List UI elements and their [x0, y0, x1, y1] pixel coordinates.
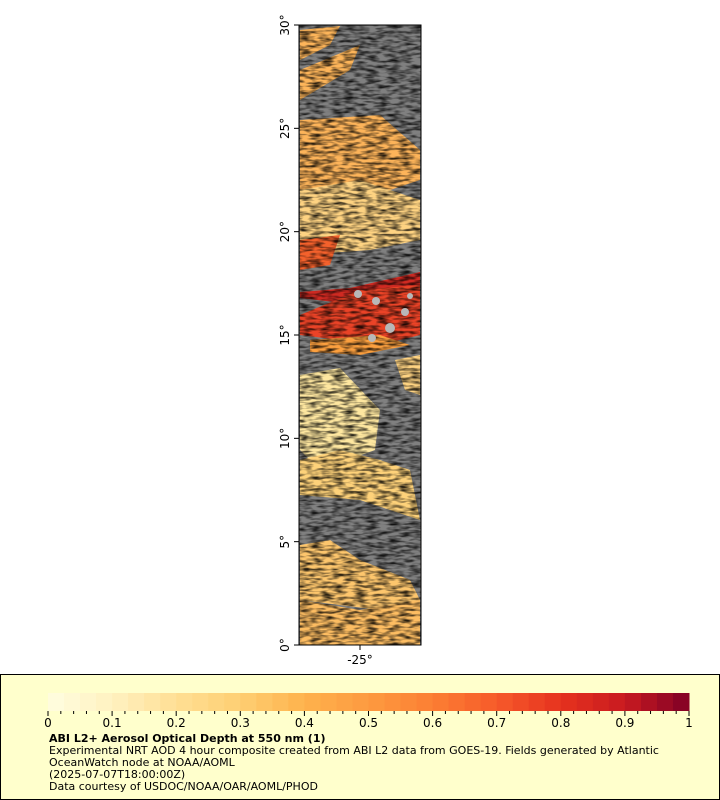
colorbar-cell [592, 693, 610, 711]
colorbar-cell [384, 693, 402, 711]
colorbar-cell [336, 693, 353, 711]
longitude-axis: -25° [347, 645, 373, 667]
colorbar-tick-label: 1 [685, 716, 693, 730]
legend-panel: 0 0.1 0.2 0.3 0.4 0.5 0.6 0.7 0.8 0.9 1 ABI L2+ Ae… [0, 674, 720, 800]
colorbar-cell [464, 693, 482, 711]
colorbar-cell [576, 693, 594, 711]
lat-tick-label: 20° [278, 221, 292, 242]
colorbar-cell [560, 693, 578, 711]
colorbar-cell [304, 693, 321, 711]
colorbar-tick-label: 0.6 [423, 716, 442, 730]
colorbar: 0 0.1 0.2 0.3 0.4 0.5 0.6 0.7 0.8 0.9 1 [44, 693, 693, 730]
lat-tick-label: 10° [278, 428, 292, 449]
colorbar-cell [48, 693, 65, 711]
colorbar-cell [496, 693, 514, 711]
colorbar-cell [480, 693, 498, 711]
lat-tick-label: 25° [278, 118, 292, 139]
colorbar-cell [368, 693, 386, 711]
colorbar-cell [624, 693, 642, 711]
colorbar-cell [256, 693, 273, 711]
colorbar-cell [288, 693, 305, 711]
colorbar-cell [528, 693, 546, 711]
lon-tick-label: -25° [347, 653, 373, 667]
colorbar-cell [80, 693, 97, 711]
colorbar-cell [416, 693, 434, 711]
colorbar-cell [448, 693, 466, 711]
colorbar-cell [640, 693, 658, 711]
colorbar-cell [432, 693, 450, 711]
colorbar-tick-label: 0.5 [359, 716, 378, 730]
colorbar-tick-label: 0.9 [615, 716, 634, 730]
colorbar-tick-label: 0.3 [231, 716, 250, 730]
caption-description: Experimental NRT AOD 4 hour composite cr… [49, 744, 659, 769]
colorbar-cell [112, 693, 129, 711]
colorbar-cell [544, 693, 562, 711]
map-plot-area [299, 25, 421, 645]
colorbar-cell [672, 693, 690, 711]
latitude-axis: 0° 5° 10° 15° 20° 25° 30° [278, 14, 299, 652]
cloud-patches [354, 290, 413, 342]
caption: ABI L2+ Aerosol Optical Depth at 550 nm … [49, 733, 699, 793]
colorbar-cell [160, 693, 177, 711]
colorbar-tick-label: 0.1 [103, 716, 122, 730]
colorbar-cell [128, 693, 145, 711]
colorbar-cell [352, 693, 369, 711]
colorbar-cells [48, 693, 690, 711]
lat-tick-label: 0° [278, 638, 292, 652]
colorbar-tick-label: 0.8 [551, 716, 570, 730]
colorbar-cell [176, 693, 193, 711]
colorbar-cell [208, 693, 225, 711]
colorbar-cell [144, 693, 161, 711]
lat-tick-label: 30° [278, 14, 292, 35]
colorbar-cell [320, 693, 337, 711]
colorbar-tick-label: 0 [44, 716, 52, 730]
colorbar-cell [400, 693, 418, 711]
colorbar-ticks: 0 0.1 0.2 0.3 0.4 0.5 0.6 0.7 0.8 0.9 1 [44, 711, 693, 730]
colorbar-cell [656, 693, 674, 711]
lat-tick-label: 5° [278, 535, 292, 549]
no-data-streaks [299, 25, 421, 645]
caption-timestamp: (2025-07-07T18:00:00Z) [49, 768, 186, 781]
colorbar-tick-label: 0.2 [167, 716, 186, 730]
colorbar-tick-label: 0.4 [295, 716, 314, 730]
aod-map: 0° 5° 10° 15° 20° 25° 30° -25° [278, 14, 422, 667]
lat-tick-label: 15° [278, 324, 292, 345]
colorbar-cell [272, 693, 289, 711]
colorbar-cell [512, 693, 530, 711]
colorbar-cell [96, 693, 113, 711]
colorbar-cell [64, 693, 81, 711]
colorbar-cell [224, 693, 241, 711]
colorbar-cell [608, 693, 626, 711]
colorbar-tick-label: 0.7 [487, 716, 506, 730]
caption-title: ABI L2+ Aerosol Optical Depth at 550 nm … [49, 732, 326, 745]
colorbar-cell [192, 693, 209, 711]
caption-credits: Data courtesy of USDOC/NOAA/OAR/AOML/PHO… [49, 780, 318, 793]
colorbar-cell [240, 693, 257, 711]
